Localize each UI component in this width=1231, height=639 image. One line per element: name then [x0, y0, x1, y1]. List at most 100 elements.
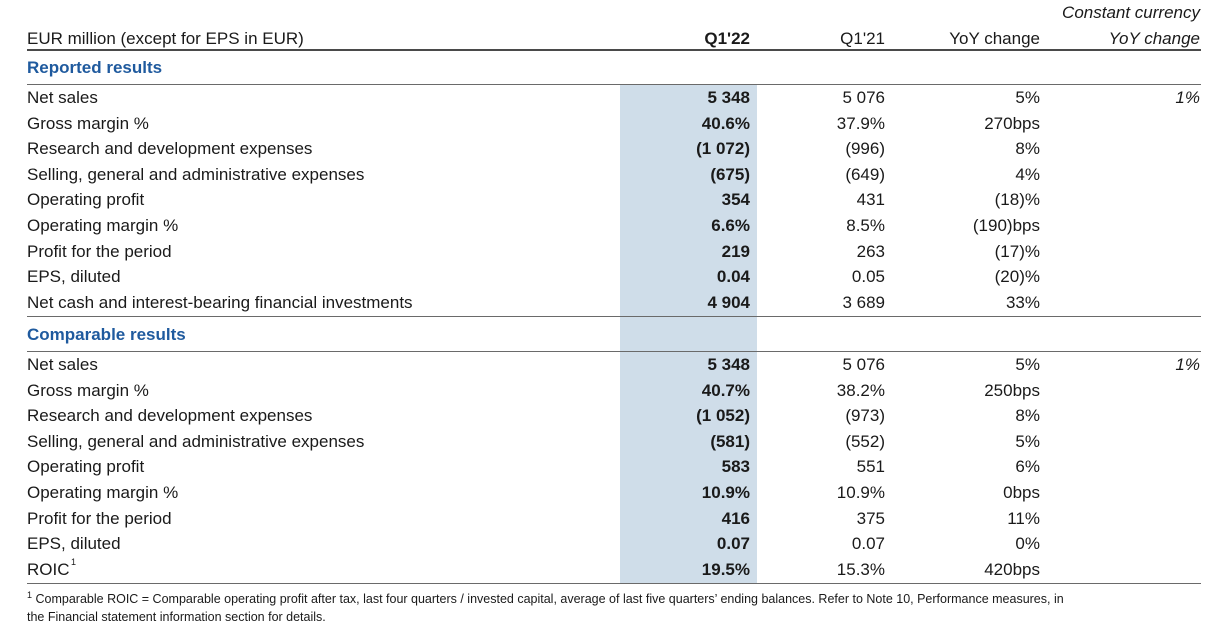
section-title-comparable: Comparable results	[27, 325, 186, 344]
cell-yoy-change: 5%	[1015, 431, 1040, 451]
row-label: Selling, general and administrative expe…	[27, 164, 365, 184]
cell-constant-currency: 1%	[1175, 88, 1200, 107]
table-row: Selling, general and administrative expe…	[0, 165, 1231, 191]
footer-divider	[27, 583, 1201, 584]
cell-constant-currency: 1%	[1175, 355, 1200, 374]
cell-q121: 0.05	[851, 267, 885, 287]
table-row: Gross margin % 40.7% 38.2% 250bps	[0, 381, 1231, 407]
table-row: Net cash and interest-bearing financial …	[0, 293, 1231, 319]
cell-q122: 40.7%	[701, 380, 750, 400]
table-row: Net sales 5 348 5 076 5% 1%	[0, 88, 1231, 114]
row-label: Net cash and interest-bearing financial …	[27, 292, 413, 312]
cell-q122: 0.04	[716, 267, 750, 287]
cell-yoy-change: 33%	[1005, 292, 1040, 312]
cell-q121: 263	[856, 241, 885, 261]
cell-yoy-change: 5%	[1015, 355, 1040, 374]
row-label: Profit for the period	[27, 241, 172, 261]
row-label: Operating margin %	[27, 216, 179, 235]
cell-q122: 5 348	[707, 355, 750, 374]
row-label: Profit for the period	[27, 508, 172, 528]
header-divider	[27, 49, 1201, 51]
cell-yoy-change: 250bps	[984, 380, 1040, 400]
roic-footnote-marker: 1	[71, 556, 77, 567]
cell-q122: 219	[721, 241, 750, 261]
cell-q121: 551	[856, 457, 885, 477]
cell-q121: 0.07	[851, 534, 885, 554]
row-label: Operating profit	[27, 190, 145, 210]
footnote-marker: 1	[27, 590, 33, 600]
cell-yoy-change: 8%	[1015, 406, 1040, 426]
section-divider-top-comparable	[27, 316, 1201, 317]
cell-yoy-change: 0%	[1015, 534, 1040, 554]
cell-q121: (973)	[845, 406, 885, 426]
cell-yoy-change: 5%	[1015, 88, 1040, 107]
cell-q122: 5 348	[707, 88, 750, 107]
section-divider-comparable	[27, 351, 1201, 352]
table-row: Operating profit 583 551 6%	[0, 457, 1231, 483]
table-row: Gross margin % 40.6% 37.9% 270bps	[0, 114, 1231, 140]
cell-q122: (1 072)	[696, 139, 750, 159]
table-row: ROIC 1 19.5% 15.3% 420bps	[0, 556, 1231, 586]
cell-q121: (552)	[845, 431, 885, 451]
cell-yoy-change: 0bps	[1003, 483, 1040, 502]
header-constant-currency-line1: Constant currency	[1062, 3, 1200, 22]
cell-q121: 375	[856, 508, 885, 528]
cell-yoy-change: 8%	[1015, 139, 1040, 159]
table-row: Selling, general and administrative expe…	[0, 432, 1231, 458]
row-label: EPS, diluted	[27, 534, 121, 554]
section-divider-reported	[27, 84, 1201, 85]
cell-q122: 19.5%	[701, 559, 750, 579]
footnote-line1: Comparable ROIC = Comparable operating p…	[35, 592, 1064, 607]
cell-q121: 15.3%	[836, 559, 885, 579]
cell-q121: 38.2%	[836, 380, 885, 400]
cell-q121: (649)	[845, 164, 885, 184]
row-label: Selling, general and administrative expe…	[27, 431, 365, 451]
cell-q121: 431	[856, 190, 885, 210]
cell-yoy-change: 11%	[1007, 508, 1040, 528]
row-label: Operating margin %	[27, 483, 179, 502]
header-constant-currency-line2: YoY change	[1108, 29, 1200, 48]
table-row: EPS, diluted 0.04 0.05 (20)%	[0, 267, 1231, 293]
header-q122: Q1'22	[704, 29, 750, 48]
cell-yoy-change: 270bps	[984, 113, 1040, 133]
cell-q122: 6.6%	[711, 216, 750, 235]
cell-q122: 0.07	[716, 534, 750, 554]
row-label: Gross margin %	[27, 113, 149, 133]
header-q121: Q1'21	[840, 29, 885, 48]
cell-q121: 37.9%	[836, 113, 885, 133]
table-row: Profit for the period 219 263 (17)%	[0, 242, 1231, 268]
row-label: Research and development expenses	[27, 406, 313, 426]
cell-q121: 3 689	[842, 292, 885, 312]
cell-q122: 10.9%	[701, 483, 750, 502]
cell-q121: 8.5%	[846, 216, 885, 235]
cell-q122: 354	[721, 190, 750, 210]
row-label: Research and development expenses	[27, 139, 313, 159]
table-row: EPS, diluted 0.07 0.07 0%	[0, 534, 1231, 560]
cell-q122: 40.6%	[701, 113, 750, 133]
table-row: Operating margin % 10.9% 10.9% 0bps	[0, 483, 1231, 509]
table-row: Operating margin % 6.6% 8.5% (190)bps	[0, 216, 1231, 242]
cell-yoy-change: (190)bps	[972, 216, 1040, 235]
table-row: Profit for the period 416 375 11%	[0, 509, 1231, 535]
footnote-line2: the Financial statement information sect…	[27, 610, 326, 625]
cell-q122: 416	[721, 508, 750, 528]
cell-q121: 5 076	[842, 88, 885, 107]
table-row: Operating profit 354 431 (18)%	[0, 190, 1231, 216]
cell-q122: 583	[721, 457, 750, 477]
cell-q122: (675)	[710, 164, 750, 184]
cell-q122: (1 052)	[696, 406, 750, 426]
table-row: Research and development expenses (1 072)…	[0, 139, 1231, 165]
row-label: Net sales	[27, 355, 98, 374]
header-yoy-change: YoY change	[949, 29, 1040, 48]
section-title-reported: Reported results	[27, 58, 163, 77]
cell-yoy-change: 6%	[1015, 457, 1040, 477]
header-unit-label: EUR million (except for EPS in EUR)	[27, 29, 304, 48]
cell-q122: (581)	[710, 431, 750, 451]
cell-yoy-change: (20)%	[994, 267, 1040, 287]
cell-q121: (996)	[845, 139, 885, 159]
row-label: ROIC	[27, 559, 70, 579]
row-label: Net sales	[27, 88, 98, 107]
cell-yoy-change: 420bps	[984, 559, 1040, 579]
cell-q121: 10.9%	[836, 483, 885, 502]
